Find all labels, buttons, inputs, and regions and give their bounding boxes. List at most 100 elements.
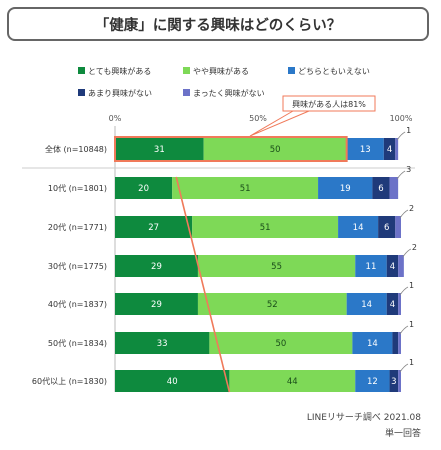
bar-segment — [115, 138, 204, 160]
data-label: 4 — [387, 145, 392, 155]
outside-data-label: 2 — [409, 204, 414, 213]
data-label: 33 — [157, 339, 168, 349]
category-label: 20代 (n=1771) — [48, 222, 107, 232]
bar-segment — [229, 370, 356, 392]
data-label: 20 — [138, 184, 149, 194]
bar-segment — [398, 255, 404, 277]
legend-swatch — [183, 67, 190, 74]
source-note: LINEリサーチ調べ 2021.08 — [306, 413, 421, 423]
bar-segment — [115, 293, 198, 315]
leader-line — [399, 325, 409, 335]
leader-line — [402, 248, 412, 258]
bar-segment — [338, 216, 379, 238]
outside-data-label: 1 — [406, 126, 411, 135]
data-label: 50 — [270, 145, 281, 155]
leader-line — [396, 170, 406, 180]
data-label: 12 — [367, 377, 378, 387]
data-label: 50 — [275, 339, 286, 349]
bar-segment — [355, 255, 387, 277]
leader-line — [399, 209, 409, 219]
bar-segment — [398, 332, 401, 354]
leader-line — [396, 131, 406, 141]
bar-segment — [395, 216, 401, 238]
bar-segment — [398, 370, 401, 392]
bar-segment — [115, 216, 193, 238]
callout-text: 興味がある人は81% — [292, 99, 366, 109]
x-tick-label: 50% — [249, 114, 267, 123]
bar-segment — [346, 293, 387, 315]
outside-data-label: 1 — [409, 281, 414, 290]
bar-segment — [115, 370, 230, 392]
bar-segment — [115, 332, 210, 354]
bar-segment — [346, 138, 384, 160]
category-label: 30代 (n=1775) — [48, 261, 107, 271]
bar-segment — [115, 255, 198, 277]
legend-label: あまり興味がない — [88, 88, 152, 98]
legend-swatch — [288, 67, 295, 74]
answer-note: 単一回答 — [384, 429, 421, 439]
data-label: 40 — [167, 377, 178, 387]
outside-data-label: 1 — [409, 358, 414, 367]
data-label: 6 — [378, 184, 383, 194]
bar-segment — [355, 370, 390, 392]
data-label: 29 — [151, 300, 162, 310]
bar-segment — [197, 255, 356, 277]
data-label: 14 — [361, 300, 372, 310]
bar-segment — [203, 138, 347, 160]
data-label: 27 — [148, 223, 159, 233]
data-label: 6 — [384, 223, 389, 233]
data-label: 31 — [154, 145, 165, 155]
data-label: 19 — [340, 184, 351, 194]
x-tick-label: 100% — [390, 114, 413, 123]
data-label: 55 — [271, 262, 282, 272]
bar-segment — [318, 177, 373, 199]
bar-segment — [209, 332, 353, 354]
legend-label: どちらともいえない — [298, 67, 370, 76]
data-label: 44 — [287, 377, 298, 387]
bar-segment — [392, 332, 399, 354]
legend-label: やや興味がある — [193, 66, 249, 76]
outside-data-label: 1 — [409, 320, 414, 329]
data-label: 11 — [366, 262, 377, 272]
bar-segment — [197, 293, 347, 315]
data-label: 29 — [151, 262, 162, 272]
leader-line — [399, 363, 409, 373]
category-label: 全体 (n=10848) — [45, 144, 107, 154]
bar-segment — [386, 255, 399, 277]
legend-swatch — [78, 67, 85, 74]
data-label: 14 — [353, 223, 364, 233]
data-label: 51 — [260, 223, 271, 233]
bar-segment — [378, 216, 396, 238]
callout-box — [282, 95, 376, 112]
legend-swatch — [183, 89, 190, 96]
outside-data-label: 3 — [406, 165, 411, 174]
data-label: 3 — [391, 377, 396, 387]
bar-segment — [395, 138, 399, 160]
data-label: 4 — [390, 262, 395, 272]
chart-title: 「健康」に関する興味はどのくらい？ — [7, 7, 429, 41]
trend-line — [175, 176, 231, 393]
category-label: 60代以上 (n=1830) — [32, 376, 107, 386]
callout-pointer — [249, 110, 310, 137]
legend-label: とても興味がある — [88, 66, 151, 76]
highlight-box — [114, 136, 348, 162]
legend-swatch — [78, 89, 85, 96]
bar-segment — [372, 177, 390, 199]
data-label: 4 — [390, 300, 395, 310]
category-label: 50代 (n=1834) — [48, 338, 107, 348]
bar-segment — [115, 177, 173, 199]
outside-data-label: 2 — [412, 243, 417, 252]
bar-segment — [389, 177, 399, 199]
leader-line — [399, 286, 409, 296]
bar-segment — [172, 177, 319, 199]
data-label: 51 — [240, 184, 251, 194]
x-tick-label: 0% — [109, 114, 122, 123]
data-label: 52 — [267, 300, 278, 310]
bar-segment — [192, 216, 339, 238]
category-label: 10代 (n=1801) — [48, 183, 107, 193]
data-label: 14 — [367, 339, 378, 349]
bar-segment — [389, 370, 399, 392]
legend-label: まったく興味がない — [193, 88, 265, 98]
